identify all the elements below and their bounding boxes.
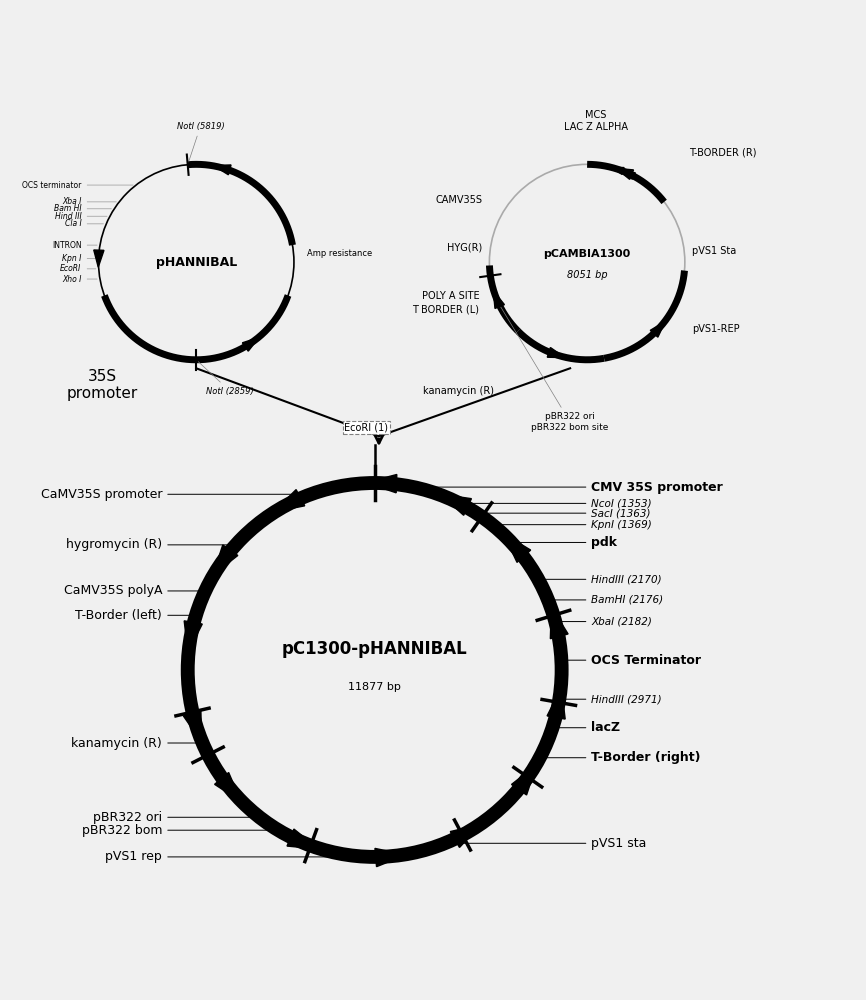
Polygon shape xyxy=(494,291,504,308)
Text: CAMV35S: CAMV35S xyxy=(436,195,482,205)
Text: XbaI (2182): XbaI (2182) xyxy=(558,617,652,627)
Text: EcoRI: EcoRI xyxy=(61,264,96,273)
Text: 11877 bp: 11877 bp xyxy=(348,682,401,692)
Polygon shape xyxy=(213,165,231,175)
Text: CaMV35S polyA: CaMV35S polyA xyxy=(64,584,203,597)
Polygon shape xyxy=(512,765,537,795)
Text: pC1300-pHANNIBAL: pC1300-pHANNIBAL xyxy=(281,640,468,658)
Polygon shape xyxy=(366,474,397,493)
Text: CaMV35S promoter: CaMV35S promoter xyxy=(41,488,308,501)
Polygon shape xyxy=(94,250,104,267)
Text: pVS1 sta: pVS1 sta xyxy=(448,837,647,850)
Text: OCS terminator: OCS terminator xyxy=(23,181,133,190)
Text: pVS1 rep: pVS1 rep xyxy=(106,850,372,863)
Polygon shape xyxy=(616,168,634,179)
Text: HindIII (2170): HindIII (2170) xyxy=(541,574,662,584)
Text: Xho I: Xho I xyxy=(62,275,97,284)
Text: 8051 bp: 8051 bp xyxy=(567,270,607,280)
Text: pBR322 bom: pBR322 bom xyxy=(81,824,275,837)
Polygon shape xyxy=(547,687,565,719)
Text: NotI (5819): NotI (5819) xyxy=(177,122,224,162)
Text: BamHI (2176): BamHI (2176) xyxy=(551,595,663,605)
Text: Bam HI: Bam HI xyxy=(54,204,112,213)
Polygon shape xyxy=(440,494,471,515)
Polygon shape xyxy=(287,829,319,849)
Text: T-Border (left): T-Border (left) xyxy=(75,609,193,622)
Text: SacI (1363): SacI (1363) xyxy=(479,508,651,518)
Text: NcoI (1353): NcoI (1353) xyxy=(462,498,652,508)
Polygon shape xyxy=(274,490,305,512)
Text: pCAMBIA1300: pCAMBIA1300 xyxy=(544,249,630,259)
Polygon shape xyxy=(450,824,481,847)
Polygon shape xyxy=(611,167,624,174)
Text: NotI (2859): NotI (2859) xyxy=(198,362,254,396)
Text: pHANNIBAL: pHANNIBAL xyxy=(156,256,236,269)
Polygon shape xyxy=(551,607,568,639)
Text: LAC Z ALPHA: LAC Z ALPHA xyxy=(564,122,628,132)
Text: Hind III: Hind III xyxy=(55,212,107,221)
Text: Kpn I: Kpn I xyxy=(62,254,96,263)
Polygon shape xyxy=(375,848,406,867)
Polygon shape xyxy=(213,545,238,575)
Polygon shape xyxy=(623,171,636,179)
Text: INTRON: INTRON xyxy=(52,241,97,250)
Text: pVS1-REP: pVS1-REP xyxy=(692,324,740,334)
Text: EcoRI (1): EcoRI (1) xyxy=(344,423,388,433)
Text: POLY A SITE: POLY A SITE xyxy=(422,291,479,301)
Text: T-Border (right): T-Border (right) xyxy=(542,751,701,764)
Text: kanamycin (R): kanamycin (R) xyxy=(72,737,200,750)
Text: MCS: MCS xyxy=(585,110,606,120)
Text: kanamycin (R): kanamycin (R) xyxy=(423,386,494,396)
Text: hygromycin (R): hygromycin (R) xyxy=(66,538,233,551)
Text: Xba I: Xba I xyxy=(62,197,116,206)
Text: T BORDER (L): T BORDER (L) xyxy=(412,305,479,315)
Text: pVS1 Sta: pVS1 Sta xyxy=(692,246,736,256)
Polygon shape xyxy=(242,337,259,351)
Text: pBR322 ori: pBR322 ori xyxy=(94,811,257,824)
Text: pBR322 ori
pBR322 bom site: pBR322 ori pBR322 bom site xyxy=(500,306,609,432)
Polygon shape xyxy=(503,533,531,562)
Text: 35S
promoter: 35S promoter xyxy=(68,369,139,401)
Text: pdk: pdk xyxy=(514,536,617,549)
Text: T-BORDER (R): T-BORDER (R) xyxy=(689,148,757,158)
Polygon shape xyxy=(184,710,202,742)
Text: HYG(R): HYG(R) xyxy=(448,242,482,252)
Polygon shape xyxy=(215,773,242,802)
Text: HindIII (2971): HindIII (2971) xyxy=(562,694,662,704)
Text: lacZ: lacZ xyxy=(555,721,621,734)
Text: OCS Terminator: OCS Terminator xyxy=(564,654,701,667)
Text: CMV 35S promoter: CMV 35S promoter xyxy=(417,481,723,494)
Polygon shape xyxy=(547,348,565,358)
Text: KpnI (1369): KpnI (1369) xyxy=(495,520,652,530)
Polygon shape xyxy=(184,621,203,653)
Polygon shape xyxy=(650,321,665,337)
Text: Cla I: Cla I xyxy=(65,219,103,228)
Text: Amp resistance: Amp resistance xyxy=(307,249,372,258)
